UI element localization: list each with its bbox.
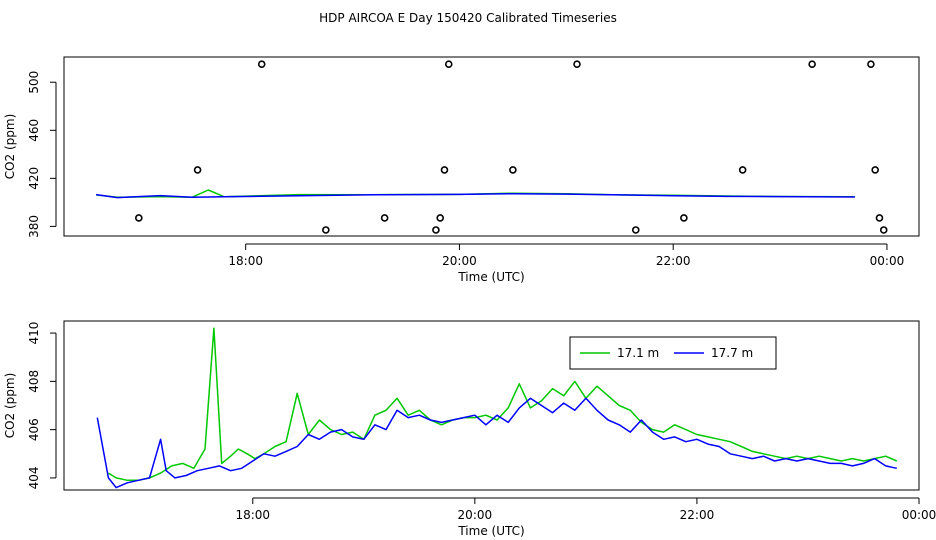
x-tick-label: 22:00	[656, 254, 691, 268]
x-tick-label: 20:00	[458, 508, 493, 522]
y-tick-label: 410	[27, 322, 41, 345]
data-point	[867, 60, 875, 69]
y-tick-label: 500	[27, 71, 41, 94]
x-tick-label: 00:00	[870, 254, 905, 268]
x-axis-label: Time (UTC)	[457, 270, 524, 284]
data-point	[135, 214, 143, 222]
data-point	[738, 166, 747, 174]
data-point	[257, 60, 266, 69]
data-point	[380, 214, 389, 222]
legend-label-2: 17.7 m	[711, 346, 753, 360]
data-point	[322, 226, 330, 234]
chart-panel-2: 18:00 20:00 22:00 00:00 Time (UTC) 404 406 408 4…	[3, 320, 936, 538]
data-point	[808, 60, 816, 69]
y-axis-label: CO2 (ppm)	[3, 373, 17, 439]
x-tick-label: 18:00	[228, 254, 263, 268]
y-tick-label: 460	[27, 119, 41, 142]
y-tick-label: 406	[27, 418, 41, 441]
x-tick-label: 00:00	[902, 508, 936, 522]
x-axis-label: Time (UTC)	[457, 524, 524, 538]
x-tick-label: 18:00	[235, 508, 270, 522]
data-point	[440, 166, 449, 174]
y-axis-label: CO2 (ppm)	[3, 114, 17, 180]
legend-label-1: 17.1 m	[617, 346, 659, 360]
y-tick-label: 420	[27, 167, 41, 190]
series-line-1	[108, 327, 898, 482]
y-tick-label: 380	[27, 215, 41, 238]
x-tick-label: 20:00	[442, 254, 477, 268]
series-line-2	[96, 397, 897, 489]
data-point	[436, 214, 445, 222]
y-tick-label: 408	[27, 370, 41, 393]
plot-frame	[63, 56, 920, 237]
figure-title: HDP AIRCOA E Day 150420 Calibrated Times…	[319, 11, 617, 25]
chart-panel-1: 18:00 20:00 22:00 00:00 Time (UTC) 380 420 460 5…	[3, 56, 920, 284]
legend: 17.1 m 17.7 m	[569, 336, 777, 370]
data-point	[631, 226, 640, 234]
plot-frame	[63, 320, 920, 491]
data-point	[573, 60, 581, 69]
data-point	[444, 60, 453, 69]
series-line-2	[95, 192, 855, 199]
data-point	[871, 166, 879, 174]
data-point	[432, 226, 440, 234]
x-tick-label: 22:00	[680, 508, 715, 522]
data-point	[879, 226, 888, 234]
data-point	[509, 166, 517, 174]
y-tick-label: 404	[27, 466, 41, 489]
data-point	[680, 214, 688, 222]
data-point	[875, 214, 884, 222]
data-point	[193, 166, 202, 174]
